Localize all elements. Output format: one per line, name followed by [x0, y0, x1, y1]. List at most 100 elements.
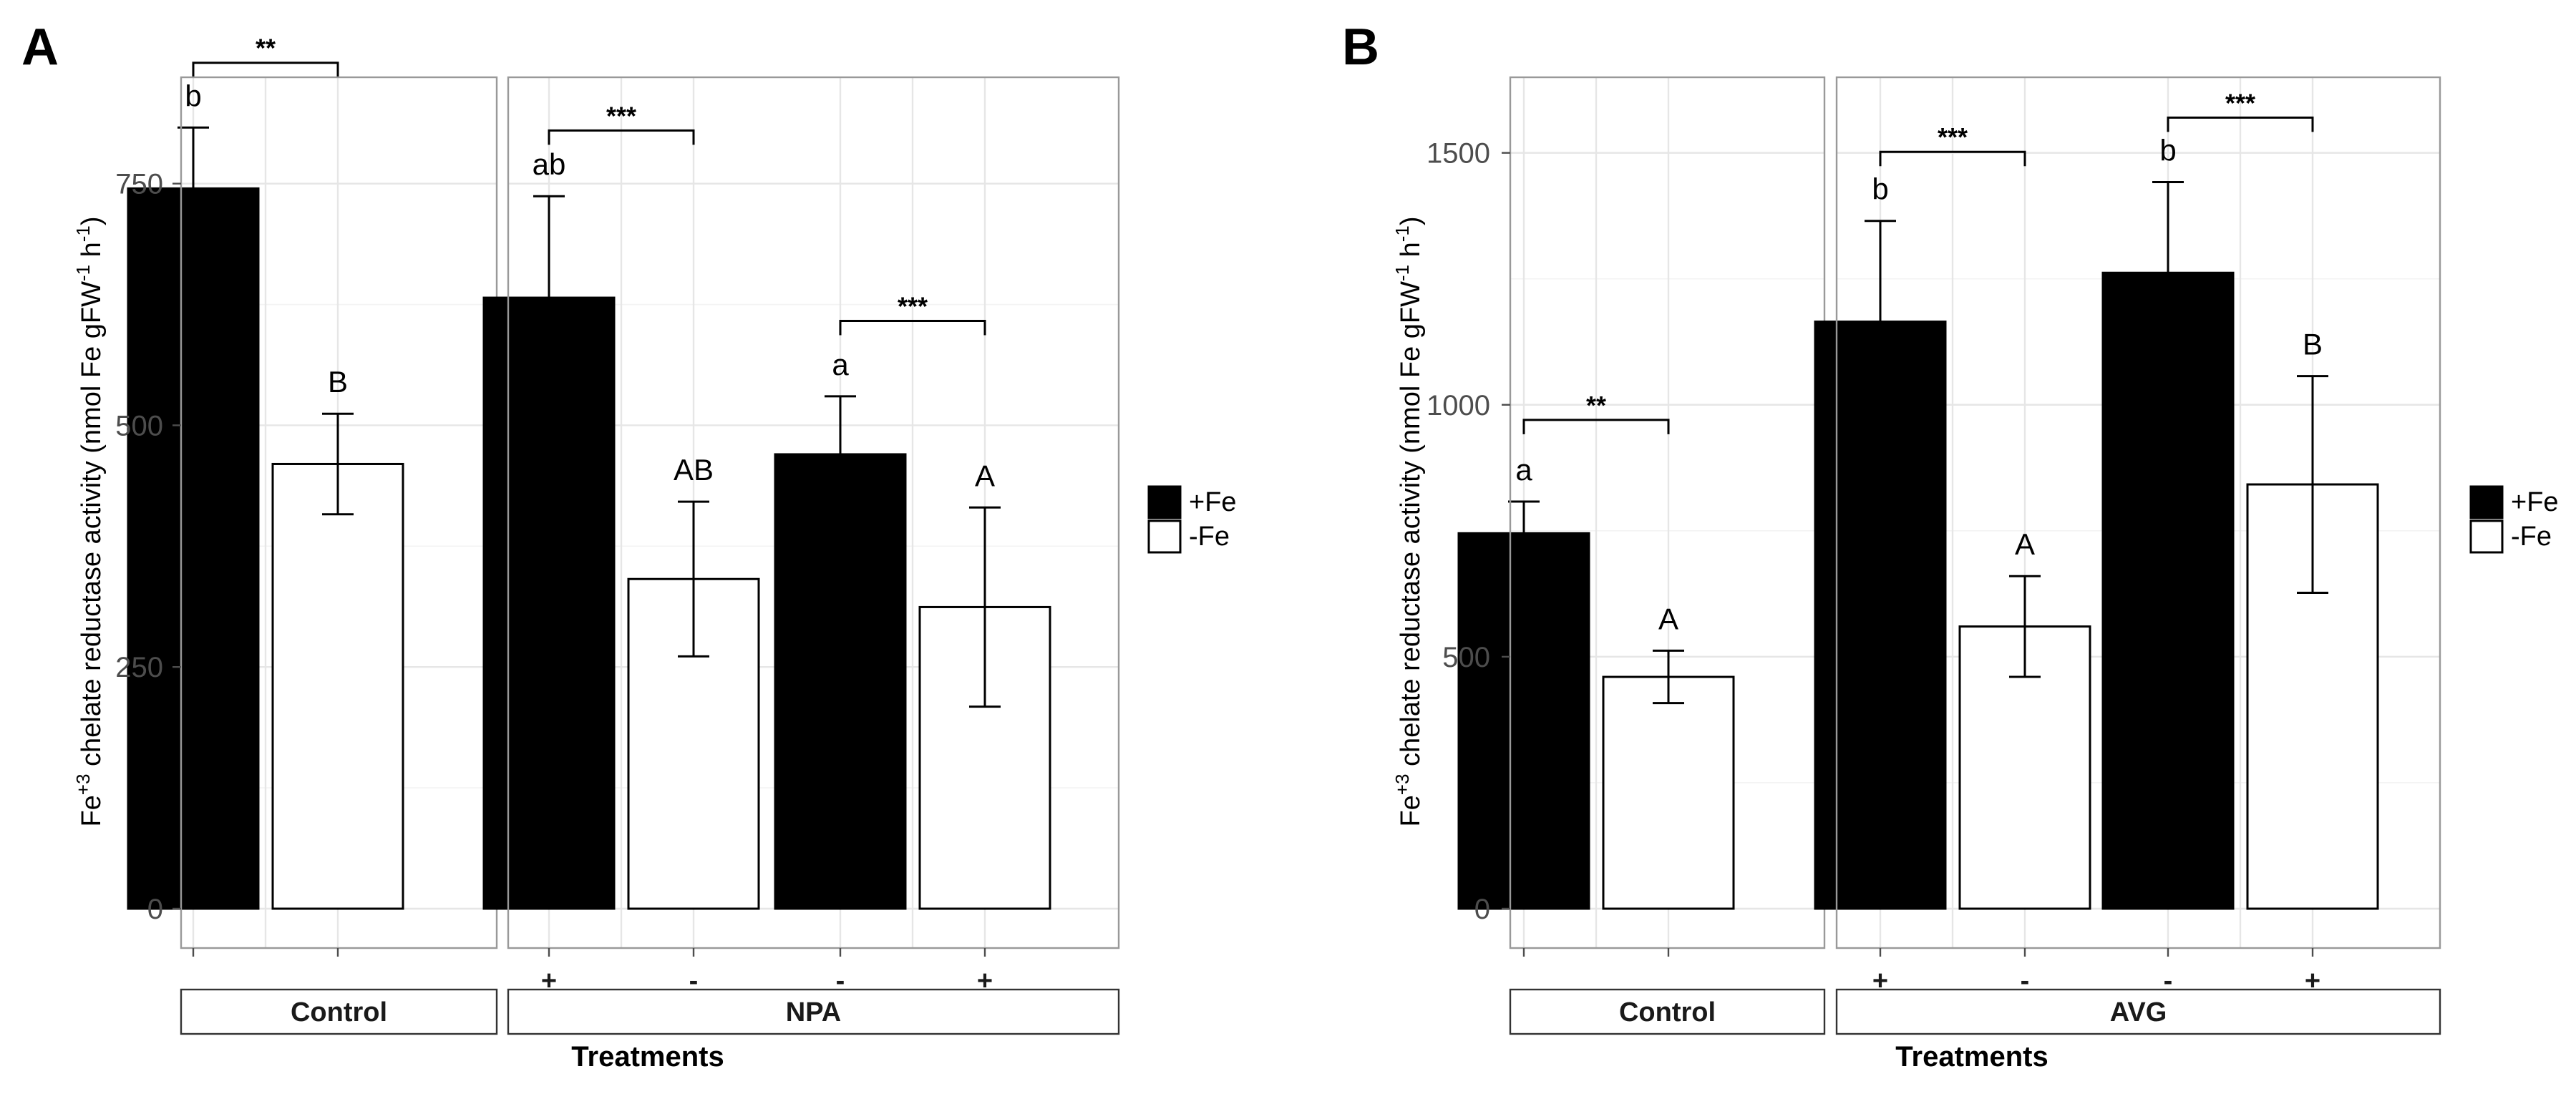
significance-letter: A [1658, 602, 1678, 635]
facet-strip [180, 988, 498, 1035]
error-bar-minus-fe [322, 412, 354, 516]
panel-letter: A [21, 19, 59, 76]
facet-control: a A ** Control [1457, 76, 1826, 1035]
error-bar-minus-fe [2297, 375, 2328, 594]
legend-label: -Fe [1189, 522, 1230, 552]
panel-A: Ab B ** Control ab a AB A *** *** NPA + - - +0 250 500 75… [21, 19, 1237, 1073]
legend-key [2469, 485, 2504, 519]
significance-bracket: *** [548, 101, 695, 145]
facet-strip-label: AVG [2110, 997, 2167, 1027]
significance-letter: b [185, 79, 201, 112]
facet-strip-label: Control [291, 997, 387, 1027]
legend-key [2469, 519, 2504, 554]
legend-key [1147, 519, 1182, 554]
bar-plus-fe [127, 187, 260, 910]
y-tick-label: 500 [1442, 642, 1490, 673]
significance-letter: b [1872, 172, 1888, 206]
error-bar-plus-fe [1865, 220, 1896, 424]
bracket-line [2167, 116, 2314, 132]
x-tick-label: - [689, 966, 699, 996]
y-axis-label-superscript: -1 [72, 265, 94, 281]
facet-strip [507, 988, 1120, 1035]
panel-B: Ba A ** Control b b A B *** *** AVG + - - +0 500 1000 150… [1342, 19, 2559, 1073]
y-tick-label: 0 [147, 894, 163, 925]
significance-letter: B [328, 365, 348, 399]
bar-plus-fe [2101, 271, 2235, 910]
y-tick-label: 0 [1474, 894, 1490, 925]
significance-letter: a [832, 348, 849, 381]
y-tick-label: 250 [115, 652, 163, 683]
legend-key [1147, 485, 1182, 519]
significance-bracket: ** [1522, 391, 1670, 434]
facet-strip [1509, 988, 1826, 1035]
x-axis-label: Treatments [571, 1041, 724, 1073]
error-bar-plus-fe [2152, 180, 2184, 365]
bracket-line [548, 129, 695, 145]
significance-bracket: *** [839, 291, 986, 336]
y-axis-label-superscript: -1 [72, 225, 94, 242]
significance-stars: ** [256, 34, 276, 63]
significance-bracket: *** [1879, 122, 2026, 167]
panel-letter: B [1342, 19, 1379, 76]
legend-label: +Fe [2511, 487, 2559, 517]
error-bar-minus-fe [2009, 575, 2041, 678]
y-axis-label-part: h [77, 242, 107, 265]
bracket-line [839, 319, 986, 336]
y-tick-label: 500 [115, 410, 163, 441]
x-tick-label: - [2021, 966, 2030, 996]
significance-bracket: *** [2167, 88, 2314, 132]
y-tick-label: 1500 [1426, 138, 1490, 170]
legend-label: -Fe [2511, 522, 2552, 552]
error-bar-plus-fe [178, 126, 209, 251]
significance-bracket: ** [192, 34, 339, 77]
facet-avg: b b A B *** *** AVG [1814, 76, 2441, 1035]
significance-letter: a [1515, 453, 1532, 487]
y-axis-label-superscript: -1 [1391, 265, 1413, 281]
y-axis-label-superscript: +3 [72, 774, 94, 796]
significance-stars: *** [606, 101, 636, 130]
significance-letter: b [2159, 133, 2176, 167]
significance-letter: B [2303, 328, 2323, 361]
x-tick-label: + [541, 966, 557, 996]
significance-letter: ab [533, 147, 566, 181]
significance-letter: AB [674, 453, 714, 487]
significance-letter: A [975, 459, 995, 492]
bar-minus-fe [1602, 675, 1735, 910]
x-tick-label: + [977, 966, 993, 996]
x-tick-label: - [2164, 966, 2173, 996]
y-axis-label-part: chelate reductase activity (nmol Fe gFW [1396, 281, 1426, 774]
error-bar-minus-fe [678, 500, 709, 658]
y-axis-label-part: h [1396, 242, 1426, 265]
y-axis-label-part: Fe [1396, 795, 1426, 826]
facet-control: b B ** Control [127, 34, 498, 1035]
y-axis-label-part: ) [1396, 216, 1426, 225]
facet-strip-label: NPA [786, 997, 841, 1027]
y-tick-label: 750 [115, 169, 163, 200]
facet-strip-label: Control [1619, 997, 1716, 1027]
bracket-line [1522, 419, 1670, 434]
y-axis-label: Fe+3 chelate reductase activity (nmol Fe… [1391, 216, 1426, 826]
bar-minus-fe [271, 462, 404, 910]
bracket-line [192, 62, 339, 77]
facet-frame [1835, 76, 2441, 949]
y-axis-label-superscript: -1 [1391, 225, 1413, 242]
significance-letter: A [2015, 527, 2035, 561]
error-bar-plus-fe [825, 395, 856, 514]
y-axis-label: Fe+3 chelate reductase activity (nmol Fe… [72, 216, 107, 826]
y-tick-label: 1000 [1426, 390, 1490, 421]
y-axis-label-part: ) [77, 216, 107, 225]
facet-frame [507, 76, 1120, 949]
facet-npa: ab a AB A *** *** NPA [482, 76, 1120, 1035]
significance-stars: *** [1938, 122, 1968, 152]
x-tick-label: - [836, 966, 845, 996]
facet-strip [1835, 988, 2441, 1035]
significance-stars: ** [1586, 391, 1606, 420]
bar-plus-fe [1457, 532, 1590, 910]
error-bar-plus-fe [533, 195, 565, 401]
legend: +Fe -Fe [1147, 485, 1237, 554]
y-axis-label-part: Fe [77, 795, 107, 826]
legend: +Fe -Fe [2469, 485, 2559, 554]
significance-stars: *** [2225, 88, 2255, 117]
significance-stars: *** [898, 291, 928, 321]
